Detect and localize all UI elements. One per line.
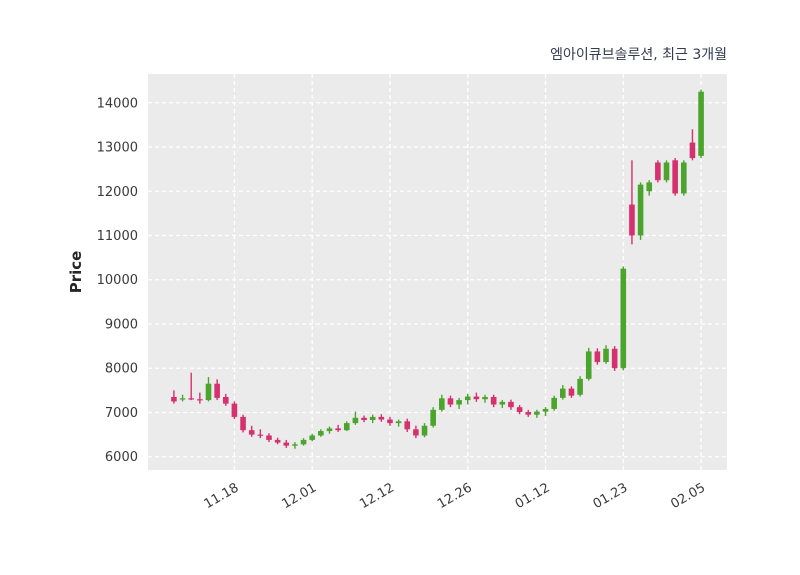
- candle-body-down: [655, 162, 661, 181]
- candle-body-down: [490, 396, 497, 405]
- candle-body-down: [171, 396, 177, 402]
- y-tick-label: 14000: [97, 96, 138, 111]
- candle-body-up: [551, 397, 557, 409]
- y-tick-label: 10000: [97, 273, 138, 288]
- candle-body-up: [421, 425, 428, 436]
- candle-body-down: [378, 416, 385, 420]
- candle-body-down: [248, 430, 255, 435]
- candle-body-down: [689, 142, 696, 159]
- candle-body-down: [335, 428, 341, 431]
- candle-body-down: [516, 407, 523, 413]
- candle-body-down: [240, 416, 246, 431]
- candle-body-down: [629, 204, 635, 236]
- candle-body-down: [257, 434, 264, 436]
- chart-title: 엠아이큐브솔루션, 최근 3개월: [550, 47, 727, 63]
- candle-body-up: [300, 439, 307, 445]
- candle-body-up: [560, 388, 566, 398]
- candle-body-up: [698, 91, 704, 156]
- candle-body-up: [577, 378, 583, 395]
- candle-body-up: [309, 435, 315, 440]
- candle-body-up: [620, 268, 627, 369]
- candle-body-up: [542, 408, 549, 412]
- x-tick-label: 02.05: [668, 480, 708, 512]
- y-tick-label: 12000: [97, 185, 138, 200]
- candle-body-up: [292, 444, 298, 446]
- candle-body-down: [266, 435, 272, 440]
- candle-body-up: [456, 400, 462, 405]
- candle-body-up: [369, 416, 376, 421]
- y-tick-label: 9000: [105, 317, 138, 332]
- x-tick-label: 11.18: [202, 480, 242, 512]
- y-tick-label: 6000: [105, 450, 138, 465]
- candle-body-up: [318, 431, 324, 436]
- candle-body-up: [439, 398, 445, 410]
- candle-body-down: [214, 383, 220, 398]
- x-tick-label: 12.26: [435, 480, 475, 512]
- candle-body-up: [395, 421, 402, 424]
- candle-body-down: [508, 401, 514, 408]
- candle-body-down: [274, 439, 281, 443]
- candle-body-up: [352, 417, 359, 424]
- candle-body-down: [283, 442, 290, 446]
- candle-body-up: [603, 348, 609, 363]
- candle-body-up: [464, 396, 471, 401]
- candle-body-up: [585, 351, 592, 379]
- candle-body-up: [646, 182, 653, 192]
- candle-body-up: [663, 162, 670, 181]
- candle-body-down: [594, 351, 601, 363]
- candle-body-down: [413, 429, 419, 436]
- candle-body-up: [680, 162, 687, 194]
- candle-body-down: [222, 396, 229, 404]
- candle-body-up: [499, 401, 506, 405]
- candle-body-up: [482, 396, 488, 400]
- x-tick-label: 01.23: [591, 480, 631, 512]
- y-tick-label: 7000: [105, 406, 138, 421]
- candle-body-down: [525, 412, 532, 415]
- candle-body-down: [568, 388, 575, 396]
- candle-body-down: [447, 398, 454, 405]
- candle-body-up: [205, 383, 212, 401]
- candle-body-up: [534, 411, 540, 415]
- candle-body-down: [387, 419, 393, 424]
- y-axis-label: Price: [67, 250, 85, 294]
- plot-panel: [148, 74, 727, 470]
- x-tick-label: 12.01: [279, 480, 319, 512]
- candle-body-down: [231, 403, 238, 417]
- candle-body-down: [611, 348, 618, 369]
- y-tick-label: 13000: [97, 141, 138, 156]
- candle-body-up: [637, 184, 644, 236]
- candle-body-up: [343, 423, 350, 431]
- candle-body-down: [672, 160, 678, 194]
- candle-body-down: [197, 399, 203, 401]
- candle-body-down: [404, 421, 411, 430]
- candle-body-down: [361, 417, 367, 421]
- x-tick-label: 01.12: [513, 480, 553, 512]
- x-tick-label: 12.12: [357, 480, 397, 512]
- candle-body-up: [179, 398, 186, 400]
- candle-body-down: [188, 398, 195, 400]
- candle-body-up: [326, 428, 333, 432]
- candle-body-down: [473, 396, 480, 400]
- candle-body-up: [430, 409, 436, 426]
- y-tick-label: 8000: [105, 362, 138, 377]
- y-tick-label: 11000: [97, 229, 138, 244]
